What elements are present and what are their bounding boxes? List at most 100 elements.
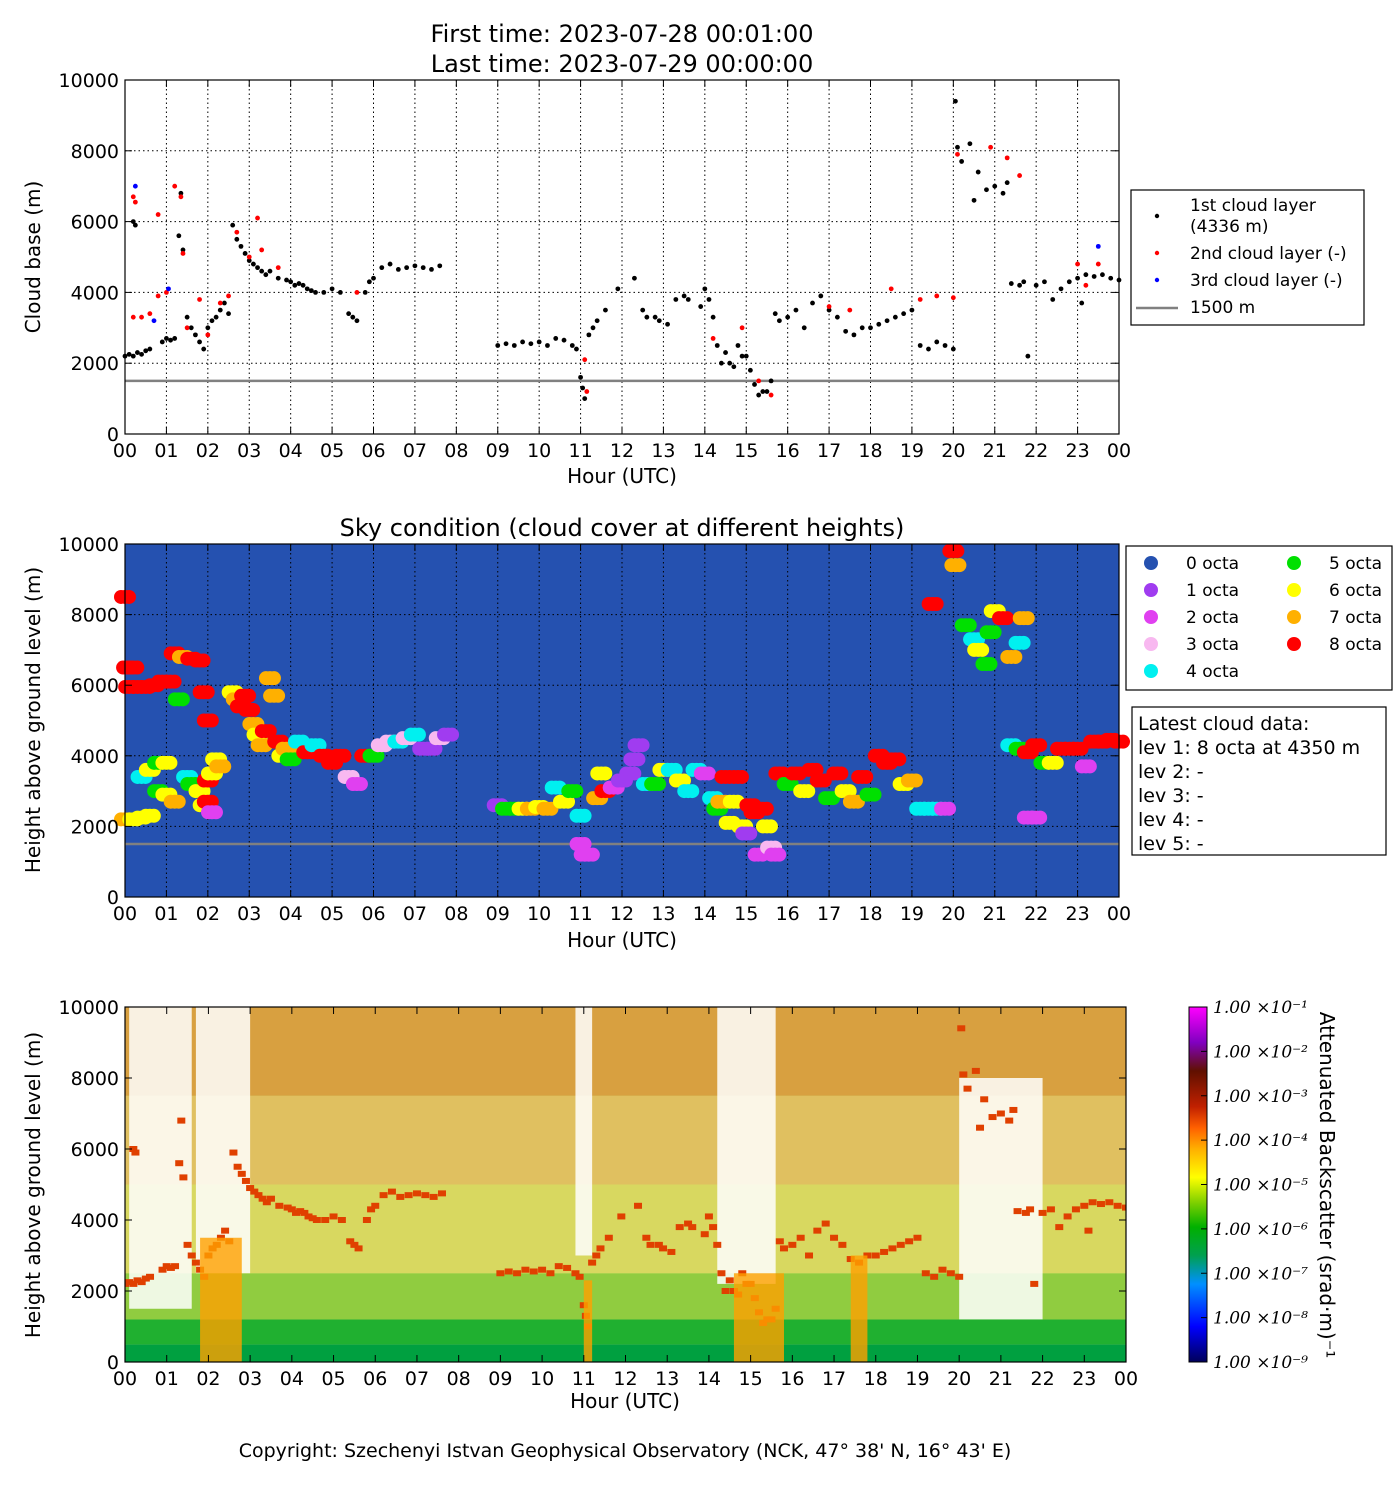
- sky-condition-xtick-label-11: 11: [568, 903, 592, 925]
- sky-octa-8-point: [1033, 738, 1048, 753]
- cloud-layer2-point: [255, 215, 260, 221]
- cloud-layer1-point: [412, 263, 418, 269]
- cloud-layer1-point: [656, 318, 662, 324]
- cloud-layer2-point: [768, 392, 774, 398]
- cloud-layer2-point: [1017, 173, 1022, 178]
- backscatter-cloud-mark: [350, 1241, 359, 1248]
- backscatter-cloud-mark: [700, 1231, 709, 1238]
- backscatter-cloud-mark: [775, 1238, 784, 1245]
- backscatter-precip-streak: [850, 1255, 868, 1362]
- backscatter-cloud-mark: [513, 1270, 522, 1277]
- backscatter-cloud-mark: [1088, 1199, 1097, 1206]
- sky-condition-xtick-label-23: 23: [1065, 903, 1089, 925]
- cloud-base-points: [122, 98, 1122, 401]
- cloud-layer1-point: [503, 341, 509, 347]
- backscatter-cloud-mark: [1071, 1206, 1080, 1213]
- cloud-layer1-point: [752, 382, 757, 387]
- cloud-layer1-point: [1066, 279, 1072, 285]
- backscatter-cloud-mark: [296, 1208, 305, 1215]
- backscatter-cloud-mark: [596, 1245, 605, 1252]
- sky-octa-4-point: [685, 784, 700, 799]
- backscatter-cloud-mark: [158, 1266, 167, 1273]
- copyright-footer: Copyright: Szechenyi Istvan Geophysical …: [239, 1440, 1012, 1462]
- backscatter-xtick-label-24: 00: [1114, 1368, 1138, 1390]
- sky-octa-8-point: [892, 752, 907, 767]
- colorbar-tick-label-2: 1.00 ×10⁻³: [1213, 1087, 1308, 1107]
- sky-octa-2-point: [1033, 810, 1048, 825]
- legend-label-layer1-height: (4336 m): [1190, 217, 1269, 237]
- backscatter-cloud-mark: [684, 1220, 693, 1227]
- backscatter-cloud-mark: [871, 1252, 880, 1259]
- sky-octa-7-point: [908, 773, 923, 788]
- cloud-layer3-point: [132, 183, 138, 189]
- cloud-layer1-point: [868, 325, 873, 331]
- sky-condition-xtick-label-21: 21: [983, 903, 1007, 925]
- latest-cloud-lev1: lev 1: 8 octa at 4350 m: [1138, 737, 1360, 759]
- backscatter-xtick-label-13: 13: [655, 1368, 679, 1390]
- backscatter-cloud-mark: [429, 1193, 438, 1200]
- sky-condition-xtick-label-18: 18: [858, 903, 882, 925]
- sky-condition-xtick-label-15: 15: [734, 903, 758, 925]
- backscatter-cloud-mark: [546, 1270, 555, 1277]
- cloud-layer1-point: [350, 314, 356, 320]
- cloud-layer2-point: [172, 183, 178, 189]
- backscatter-cloud-mark: [796, 1234, 805, 1241]
- backscatter-cloud-mark: [129, 1280, 138, 1287]
- sky-condition-xtick-label-20: 20: [941, 903, 965, 925]
- backscatter-cloud-mark: [1013, 1208, 1022, 1215]
- backscatter-cloud-mark: [805, 1252, 814, 1259]
- backscatter-cloud-mark: [788, 1241, 797, 1248]
- cloud-layer1-point: [184, 314, 190, 320]
- sky-octa-2-point: [353, 777, 368, 792]
- backscatter-xtick-label-14: 14: [697, 1368, 721, 1390]
- cloud-base-xtick-label-21: 21: [983, 440, 1007, 462]
- cloud-layer1-point: [727, 360, 733, 366]
- cloud-layer1-point: [826, 307, 832, 313]
- cloud-layer1-point: [801, 325, 807, 331]
- sky-condition-chart: Sky condition (cloud cover at different …: [21, 514, 1393, 952]
- cloud-layer1-point: [578, 374, 583, 380]
- cloud-layer1-point: [420, 265, 426, 271]
- cloud-layer2-point: [1095, 261, 1101, 267]
- cloud-layer1-point: [756, 392, 762, 398]
- cloud-layer1-point: [1108, 275, 1114, 281]
- cloud-layer1-point: [955, 144, 960, 150]
- sky-octa-8-point: [204, 794, 219, 809]
- cloud-layer2-point: [139, 314, 144, 320]
- sky-octa-6-point: [598, 766, 613, 781]
- cloud-base-xtick-label-18: 18: [858, 440, 882, 462]
- cloud-layer1-point: [843, 328, 849, 334]
- backscatter-cloud-mark: [166, 1264, 175, 1271]
- cloud-layer1-point: [234, 236, 240, 242]
- header-last-time: Last time: 2023-07-29 00:00:00: [431, 50, 813, 78]
- cloud-layer1-point: [1008, 281, 1014, 286]
- cloud-layer1-point: [772, 311, 778, 317]
- cloud-layer1-point: [226, 311, 231, 317]
- backscatter-cloud-mark: [421, 1192, 430, 1199]
- backscatter-cloud-mark: [1084, 1227, 1093, 1234]
- sky-octa-2-point: [577, 837, 592, 852]
- backscatter-cloud-mark: [588, 1259, 597, 1266]
- sky-octa-8-point: [204, 713, 219, 728]
- sky-octa-2-point: [208, 805, 223, 820]
- backscatter-cloud-mark: [129, 1146, 138, 1152]
- cloud-layer1-point: [238, 243, 244, 249]
- backscatter-cloud-mark: [717, 1270, 726, 1277]
- backscatter-xtick-label-22: 22: [1030, 1368, 1054, 1390]
- backscatter-ylabel: Height above ground level (m): [21, 1032, 45, 1338]
- cloud-base-xtick-label-23: 23: [1065, 440, 1089, 462]
- octa-legend-label-7: 7 octa: [1329, 608, 1382, 628]
- cloud-layer1-point: [1042, 279, 1047, 285]
- cloud-base-ticks: 00 01 02 03 04 05 06 07 08 09 10 11 12 13 14 15 16 17 18 19…: [59, 70, 1132, 462]
- latest-cloud-data-title: Latest cloud data:: [1138, 713, 1309, 735]
- backscatter-clear-region: [129, 1007, 192, 1309]
- sky-condition-ticks: 00 01 02 03 04 05 06 07 08 09 10 11 12 13 14 15 16 17 18 19…: [59, 534, 1132, 925]
- cloud-layer1-point: [164, 336, 169, 341]
- sky-octa-5-point: [652, 777, 667, 792]
- cloud-layer1-point: [735, 343, 741, 348]
- backscatter-cloud-mark: [262, 1199, 271, 1206]
- cloud-layer1-point: [702, 286, 708, 292]
- cloud-base-xtick-label-8: 08: [444, 440, 468, 462]
- sky-octa-8-point: [834, 766, 849, 781]
